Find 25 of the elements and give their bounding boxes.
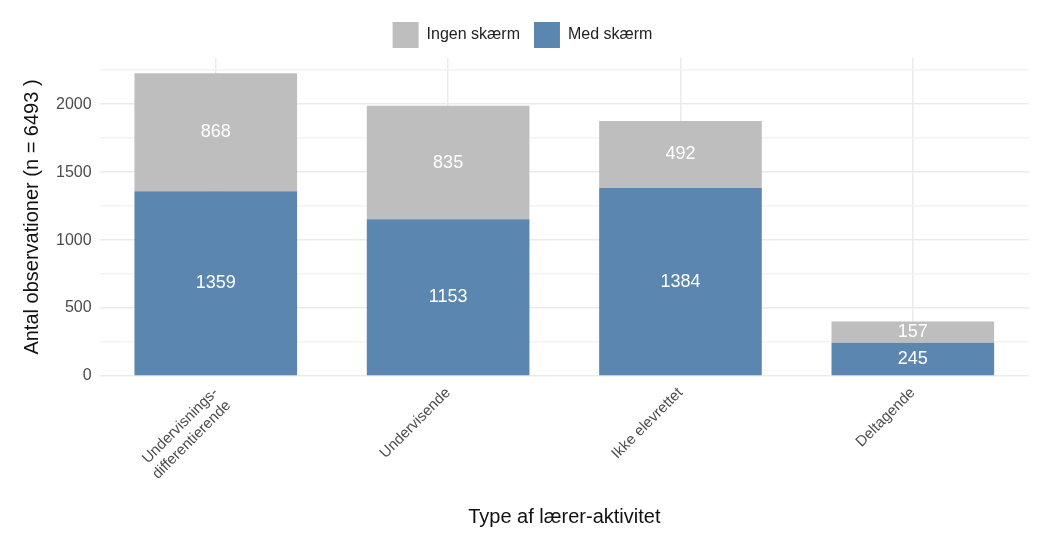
data-label: 868 [200, 121, 231, 142]
x-axis-title: Type af lærer-aktivitet [468, 504, 661, 527]
y-tick-label: 2000 [56, 94, 92, 112]
data-label: 157 [897, 321, 928, 342]
legend-label: Ingen skærm [426, 25, 520, 43]
data-label: 1384 [660, 270, 701, 291]
data-label: 835 [433, 151, 464, 172]
legend-label: Med skærm [567, 25, 653, 43]
data-label: 492 [665, 143, 696, 164]
y-tick-label: 0 [82, 366, 92, 384]
bar [831, 342, 995, 376]
y-tick-label: 500 [64, 298, 92, 316]
y-axis-title: Antal observationer (n = 6493 ) [19, 79, 42, 355]
bar [599, 121, 762, 188]
y-tick-label: 1000 [56, 230, 92, 248]
y-tick-label: 1500 [56, 162, 92, 180]
bar [366, 105, 530, 220]
bar [134, 191, 298, 376]
bar [366, 219, 530, 376]
data-label: 1153 [428, 286, 468, 307]
bar [599, 187, 762, 376]
data-label: 245 [897, 347, 928, 368]
bar [134, 73, 298, 192]
bar [831, 321, 995, 343]
data-label: 1359 [195, 272, 236, 293]
